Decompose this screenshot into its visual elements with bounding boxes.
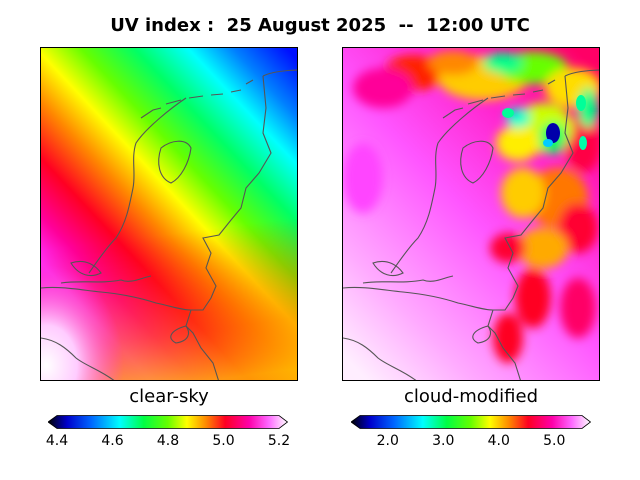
- cloud-modified-map-canvas: [343, 48, 599, 380]
- cloud-modified-map: [342, 47, 600, 381]
- cloud-modified-colorbar: [350, 414, 592, 429]
- low-uv-spot: [546, 123, 560, 143]
- cloud-modified-label: cloud-modified: [403, 386, 539, 407]
- clear-sky-colorbar: [47, 414, 289, 429]
- colorbar-tick-label: 4.6: [101, 433, 124, 449]
- colorbar-tick-label: 4.4: [45, 433, 69, 449]
- clear-sky-label: clear-sky: [129, 386, 209, 407]
- colorbar-tick-label: 2.0: [376, 433, 399, 449]
- map-title: UV index : 25 August 2025 -- 12:00 UTC: [110, 15, 530, 36]
- colorbar-tick-label: 4.0: [487, 433, 510, 449]
- cloud-field: [343, 51, 599, 363]
- colorbar-tick-label: 5.2: [267, 433, 291, 449]
- colorbar-tick-label: 5.0: [543, 433, 566, 449]
- cloud-modified-country-borders: [343, 69, 599, 380]
- cloud-modified-colorbar-svg: [350, 415, 592, 429]
- clear-sky-map: [40, 47, 298, 381]
- clear-sky-map-canvas: [41, 48, 297, 380]
- colorbar-tick-label: 5.0: [212, 433, 235, 449]
- colorbar-tick-label: 4.8: [156, 433, 180, 449]
- clear-sky-country-borders: [41, 69, 297, 380]
- clear-sky-colorbar-svg: [47, 415, 289, 429]
- colorbar-tick-label: 3.0: [432, 433, 455, 449]
